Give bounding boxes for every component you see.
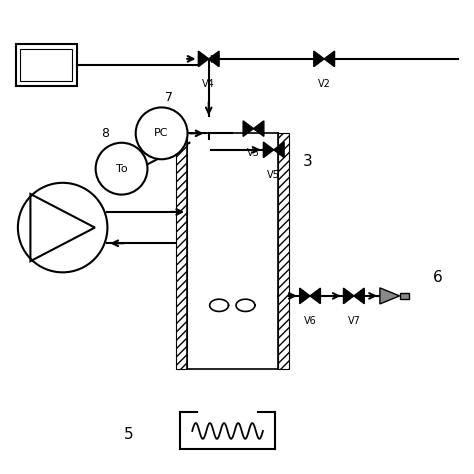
Text: V6: V6 — [304, 316, 317, 326]
Text: 7: 7 — [164, 91, 173, 104]
Polygon shape — [264, 142, 274, 157]
Bar — [176, 133, 187, 369]
Bar — [187, 133, 277, 369]
Text: V3: V3 — [247, 148, 260, 158]
Polygon shape — [254, 121, 264, 137]
Text: 6: 6 — [433, 270, 442, 284]
Polygon shape — [354, 288, 364, 304]
Polygon shape — [209, 51, 219, 67]
Text: 8: 8 — [101, 128, 109, 140]
Bar — [16, 44, 77, 86]
Polygon shape — [198, 51, 209, 67]
Circle shape — [96, 143, 147, 195]
Bar — [20, 48, 72, 82]
Text: 5: 5 — [124, 428, 133, 442]
Polygon shape — [310, 288, 320, 304]
Circle shape — [136, 108, 188, 159]
Text: To: To — [116, 164, 128, 173]
Polygon shape — [274, 142, 284, 157]
Polygon shape — [324, 51, 335, 67]
Text: V5: V5 — [267, 170, 280, 180]
Polygon shape — [314, 51, 324, 67]
Polygon shape — [300, 288, 310, 304]
Text: 3: 3 — [303, 154, 313, 169]
Polygon shape — [243, 121, 254, 137]
Text: V7: V7 — [347, 316, 360, 326]
Text: V4: V4 — [202, 79, 215, 89]
Polygon shape — [344, 288, 354, 304]
Text: V2: V2 — [318, 79, 330, 89]
Polygon shape — [380, 288, 400, 304]
Circle shape — [18, 183, 108, 273]
Bar — [400, 292, 410, 299]
Text: PC: PC — [155, 128, 169, 138]
Bar — [277, 133, 289, 369]
